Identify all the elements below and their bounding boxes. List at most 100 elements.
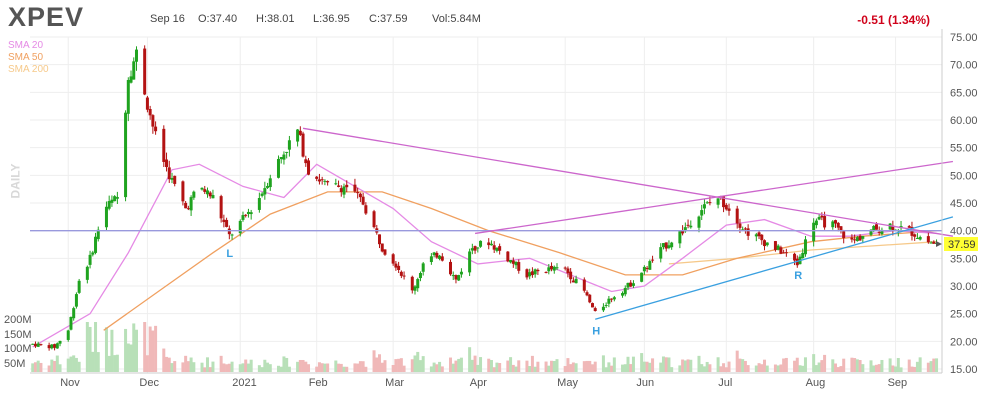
volume-bar bbox=[249, 359, 253, 372]
candle-body bbox=[834, 220, 838, 224]
volume-bar bbox=[722, 363, 726, 372]
candle-body bbox=[173, 175, 177, 184]
volume-bar bbox=[528, 366, 532, 372]
volume-bar bbox=[697, 355, 701, 372]
volume-bar bbox=[670, 367, 674, 372]
volume-bar bbox=[132, 323, 136, 372]
candle-body bbox=[746, 228, 750, 236]
volume-bar bbox=[353, 363, 357, 372]
volume-bar bbox=[746, 365, 750, 372]
volume-bar bbox=[820, 360, 824, 372]
volume-bar bbox=[33, 362, 37, 372]
candle-body bbox=[279, 157, 283, 160]
candle-body bbox=[435, 252, 439, 258]
candle-body bbox=[888, 223, 892, 230]
volume-bar bbox=[208, 367, 212, 372]
volume-bar bbox=[831, 359, 835, 372]
candle-body bbox=[621, 293, 625, 296]
volume-bar bbox=[702, 366, 706, 372]
candle-body bbox=[266, 185, 270, 188]
candle-body bbox=[473, 246, 477, 251]
candle-body bbox=[287, 140, 291, 150]
volume-bar bbox=[801, 365, 805, 372]
candle-body bbox=[372, 211, 376, 228]
volume-bar bbox=[162, 348, 166, 372]
candle-body bbox=[877, 231, 881, 233]
volume-bar bbox=[470, 359, 474, 372]
ticker-symbol: XPEV bbox=[8, 2, 85, 32]
volume-bar bbox=[798, 365, 802, 372]
volume-bar bbox=[225, 364, 229, 372]
candle-body bbox=[132, 61, 136, 80]
volume-bar bbox=[743, 360, 747, 372]
candle-body bbox=[326, 181, 330, 183]
volume-bar bbox=[361, 361, 365, 372]
candle-body bbox=[670, 242, 674, 248]
candle-body bbox=[631, 283, 635, 286]
y-tick-label: 45.00 bbox=[950, 198, 978, 210]
volume-bar bbox=[246, 363, 250, 372]
trendline bbox=[474, 160, 954, 235]
volume-bar bbox=[94, 322, 98, 372]
volume-bar bbox=[230, 361, 234, 372]
volume-bar bbox=[399, 358, 403, 372]
candle-body bbox=[91, 252, 95, 255]
info-volume: Vol:5.84M bbox=[432, 13, 481, 25]
volume-bar bbox=[55, 355, 59, 372]
candle-body bbox=[296, 129, 300, 142]
candle-body bbox=[817, 217, 821, 220]
candle-body bbox=[205, 190, 209, 195]
volume-bar bbox=[891, 365, 895, 372]
pattern-marker-H: H bbox=[592, 325, 600, 337]
volume-bar bbox=[552, 360, 556, 372]
candle-body bbox=[716, 198, 720, 205]
volume-bar bbox=[489, 360, 493, 372]
volume-bar bbox=[337, 363, 341, 372]
volume-bar bbox=[66, 358, 70, 372]
sma20-line bbox=[32, 163, 937, 348]
volume-bar bbox=[582, 361, 586, 372]
volume-bar bbox=[107, 355, 111, 372]
volume-bar bbox=[492, 367, 496, 372]
volume-bar bbox=[134, 329, 138, 372]
volume-bar bbox=[661, 356, 665, 372]
candle-body bbox=[124, 112, 128, 198]
last-price-tag bbox=[944, 237, 978, 252]
candle-body bbox=[533, 269, 537, 275]
info-open: O:37.40 bbox=[198, 13, 238, 25]
volume-bar bbox=[315, 366, 319, 372]
volume-bar bbox=[754, 365, 758, 372]
info-close: C:37.59 bbox=[369, 13, 408, 25]
candle-body bbox=[323, 180, 327, 182]
volume-bars bbox=[31, 322, 939, 372]
volume-bar bbox=[429, 366, 433, 372]
x-tick-label: Dec bbox=[139, 377, 159, 389]
candle-body bbox=[929, 242, 933, 244]
volume-bar bbox=[287, 366, 291, 372]
volume-bar bbox=[192, 362, 196, 372]
candle-body bbox=[842, 231, 846, 239]
volume-bar bbox=[143, 322, 147, 372]
candle-body bbox=[189, 197, 193, 211]
candle-body bbox=[479, 240, 483, 247]
volume-bar bbox=[104, 327, 108, 372]
volume-bar bbox=[763, 359, 767, 372]
candle-body bbox=[743, 228, 747, 230]
candle-body bbox=[648, 261, 652, 270]
volume-bar bbox=[124, 328, 128, 372]
candle-body bbox=[94, 236, 98, 253]
volume-bar bbox=[623, 364, 627, 372]
x-tick-label: Nov bbox=[60, 377, 80, 389]
y-tick-label: 25.00 bbox=[950, 309, 978, 321]
candle-body bbox=[626, 282, 630, 288]
volume-bar bbox=[604, 367, 608, 372]
candle-body bbox=[399, 271, 403, 276]
volume-bar bbox=[307, 364, 311, 372]
candle-body bbox=[241, 215, 245, 220]
volume-bar bbox=[689, 359, 693, 372]
info-low: L:36.95 bbox=[313, 13, 350, 25]
candle-body bbox=[440, 256, 444, 261]
volume-bar bbox=[855, 359, 859, 372]
volume-bar bbox=[683, 360, 687, 372]
candle-body bbox=[170, 178, 174, 180]
